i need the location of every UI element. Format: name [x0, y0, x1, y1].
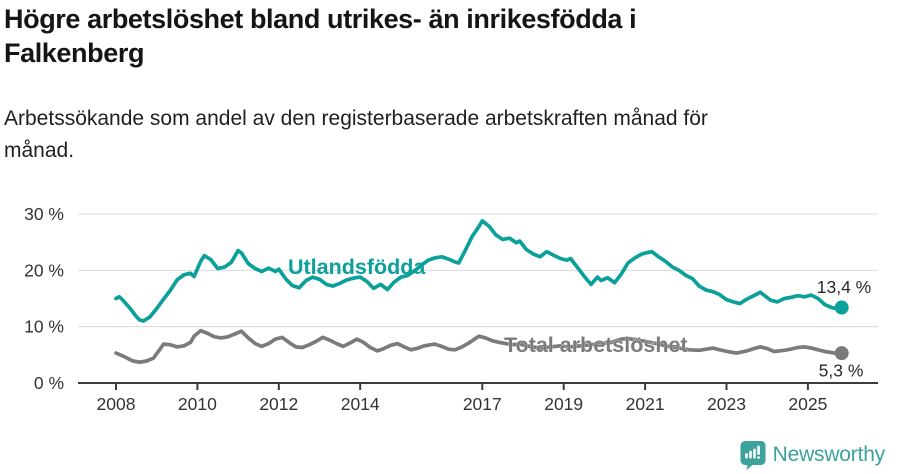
x-axis-tick-label: 2021 — [626, 394, 665, 414]
chart-subtitle: Arbetssökande som andel av den registerb… — [4, 107, 708, 162]
y-axis-tick-label: 30 % — [24, 204, 64, 224]
chart-canvas: 0 % 10 % 20 % 30 % 2008 2010 2012 2014 2017 2019 2… — [24, 204, 878, 414]
series-line-utlandsfodda — [114, 218, 844, 323]
exclamation-dot — [756, 456, 760, 459]
line-chart: 0 % 10 % 20 % 30 % 2008 2010 2012 2014 2017 2019 2… — [0, 190, 900, 430]
series-line-total — [114, 328, 844, 365]
series-label-total: Total arbetslöshet — [504, 333, 688, 357]
y-axis-tick-label: 10 % — [24, 317, 64, 337]
end-value-label-total: 5,3 % — [819, 361, 864, 381]
x-axis-tick-label: 2025 — [788, 394, 827, 414]
x-axis-tick-label: 2012 — [259, 394, 298, 414]
newsworthy-wordmark: Newsworthy — [772, 443, 886, 466]
end-dot-utlandsfodda — [834, 300, 849, 315]
x-axis-tick-label: 2017 — [463, 394, 502, 414]
x-axis-tick-label: 2019 — [544, 394, 583, 414]
end-dot-total — [834, 346, 849, 361]
end-value-label-utlandsfodda: 13,4 % — [817, 277, 871, 297]
newsworthy-logo-icon — [740, 441, 766, 470]
newsworthy-logo: Newsworthy — [739, 440, 885, 470]
y-axis-tick-label: 20 % — [24, 260, 64, 280]
series-label-utlandsfodda: Utlandsfödda — [288, 255, 426, 279]
page-title: Högre arbetslöshet bland utrikes- än inr… — [4, 4, 637, 68]
x-axis-tick-label: 2008 — [97, 394, 136, 414]
exclamation-bar — [756, 445, 760, 455]
x-axis-tick-label: 2023 — [707, 394, 746, 414]
y-axis-tick-label: 0 % — [34, 373, 64, 393]
speech-bubble-shape — [740, 441, 766, 470]
x-axis-tick-label: 2014 — [341, 394, 380, 414]
x-axis-tick-label: 2010 — [178, 394, 217, 414]
bar-chart-glyph — [744, 445, 760, 459]
